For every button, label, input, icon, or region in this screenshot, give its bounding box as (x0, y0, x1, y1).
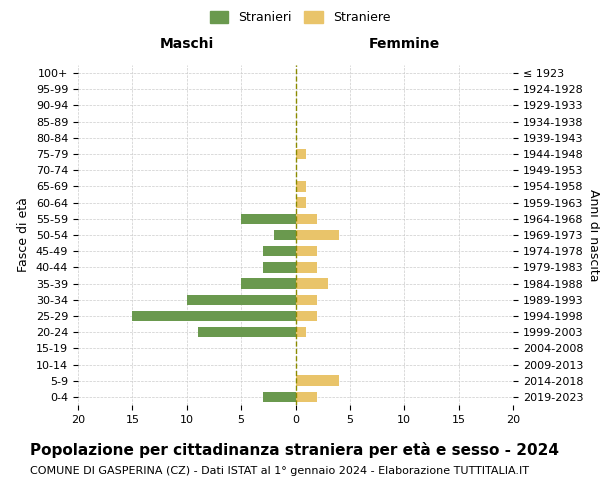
Bar (133, 310, 296, 321)
Bar (296, 198, 307, 208)
Bar (296, 376, 339, 386)
Bar (263, 246, 296, 256)
Bar (296, 392, 317, 402)
Text: COMUNE DI GASPERINA (CZ) - Dati ISTAT al 1° gennaio 2024 - Elaborazione TUTTITAL: COMUNE DI GASPERINA (CZ) - Dati ISTAT al… (30, 466, 529, 476)
Bar (274, 230, 296, 240)
Bar (296, 262, 317, 272)
Y-axis label: Fasce di età: Fasce di età (17, 198, 31, 272)
Bar (241, 278, 296, 289)
Y-axis label: Anni di nascita: Anni di nascita (587, 188, 600, 281)
Bar (241, 214, 296, 224)
Bar (296, 181, 307, 192)
Bar (187, 294, 296, 305)
Bar (263, 262, 296, 272)
Bar (296, 246, 317, 256)
Bar (296, 230, 339, 240)
Bar (296, 214, 317, 224)
Text: Femmine: Femmine (368, 38, 440, 52)
Bar (296, 294, 317, 305)
Bar (263, 392, 296, 402)
Bar (296, 278, 328, 289)
Bar (197, 327, 296, 338)
Bar (296, 149, 307, 160)
Bar (296, 310, 317, 321)
Text: Popolazione per cittadinanza straniera per età e sesso - 2024: Popolazione per cittadinanza straniera p… (30, 442, 559, 458)
Text: Maschi: Maschi (160, 38, 214, 52)
Bar (296, 327, 307, 338)
Legend: Stranieri, Straniere: Stranieri, Straniere (205, 6, 395, 29)
